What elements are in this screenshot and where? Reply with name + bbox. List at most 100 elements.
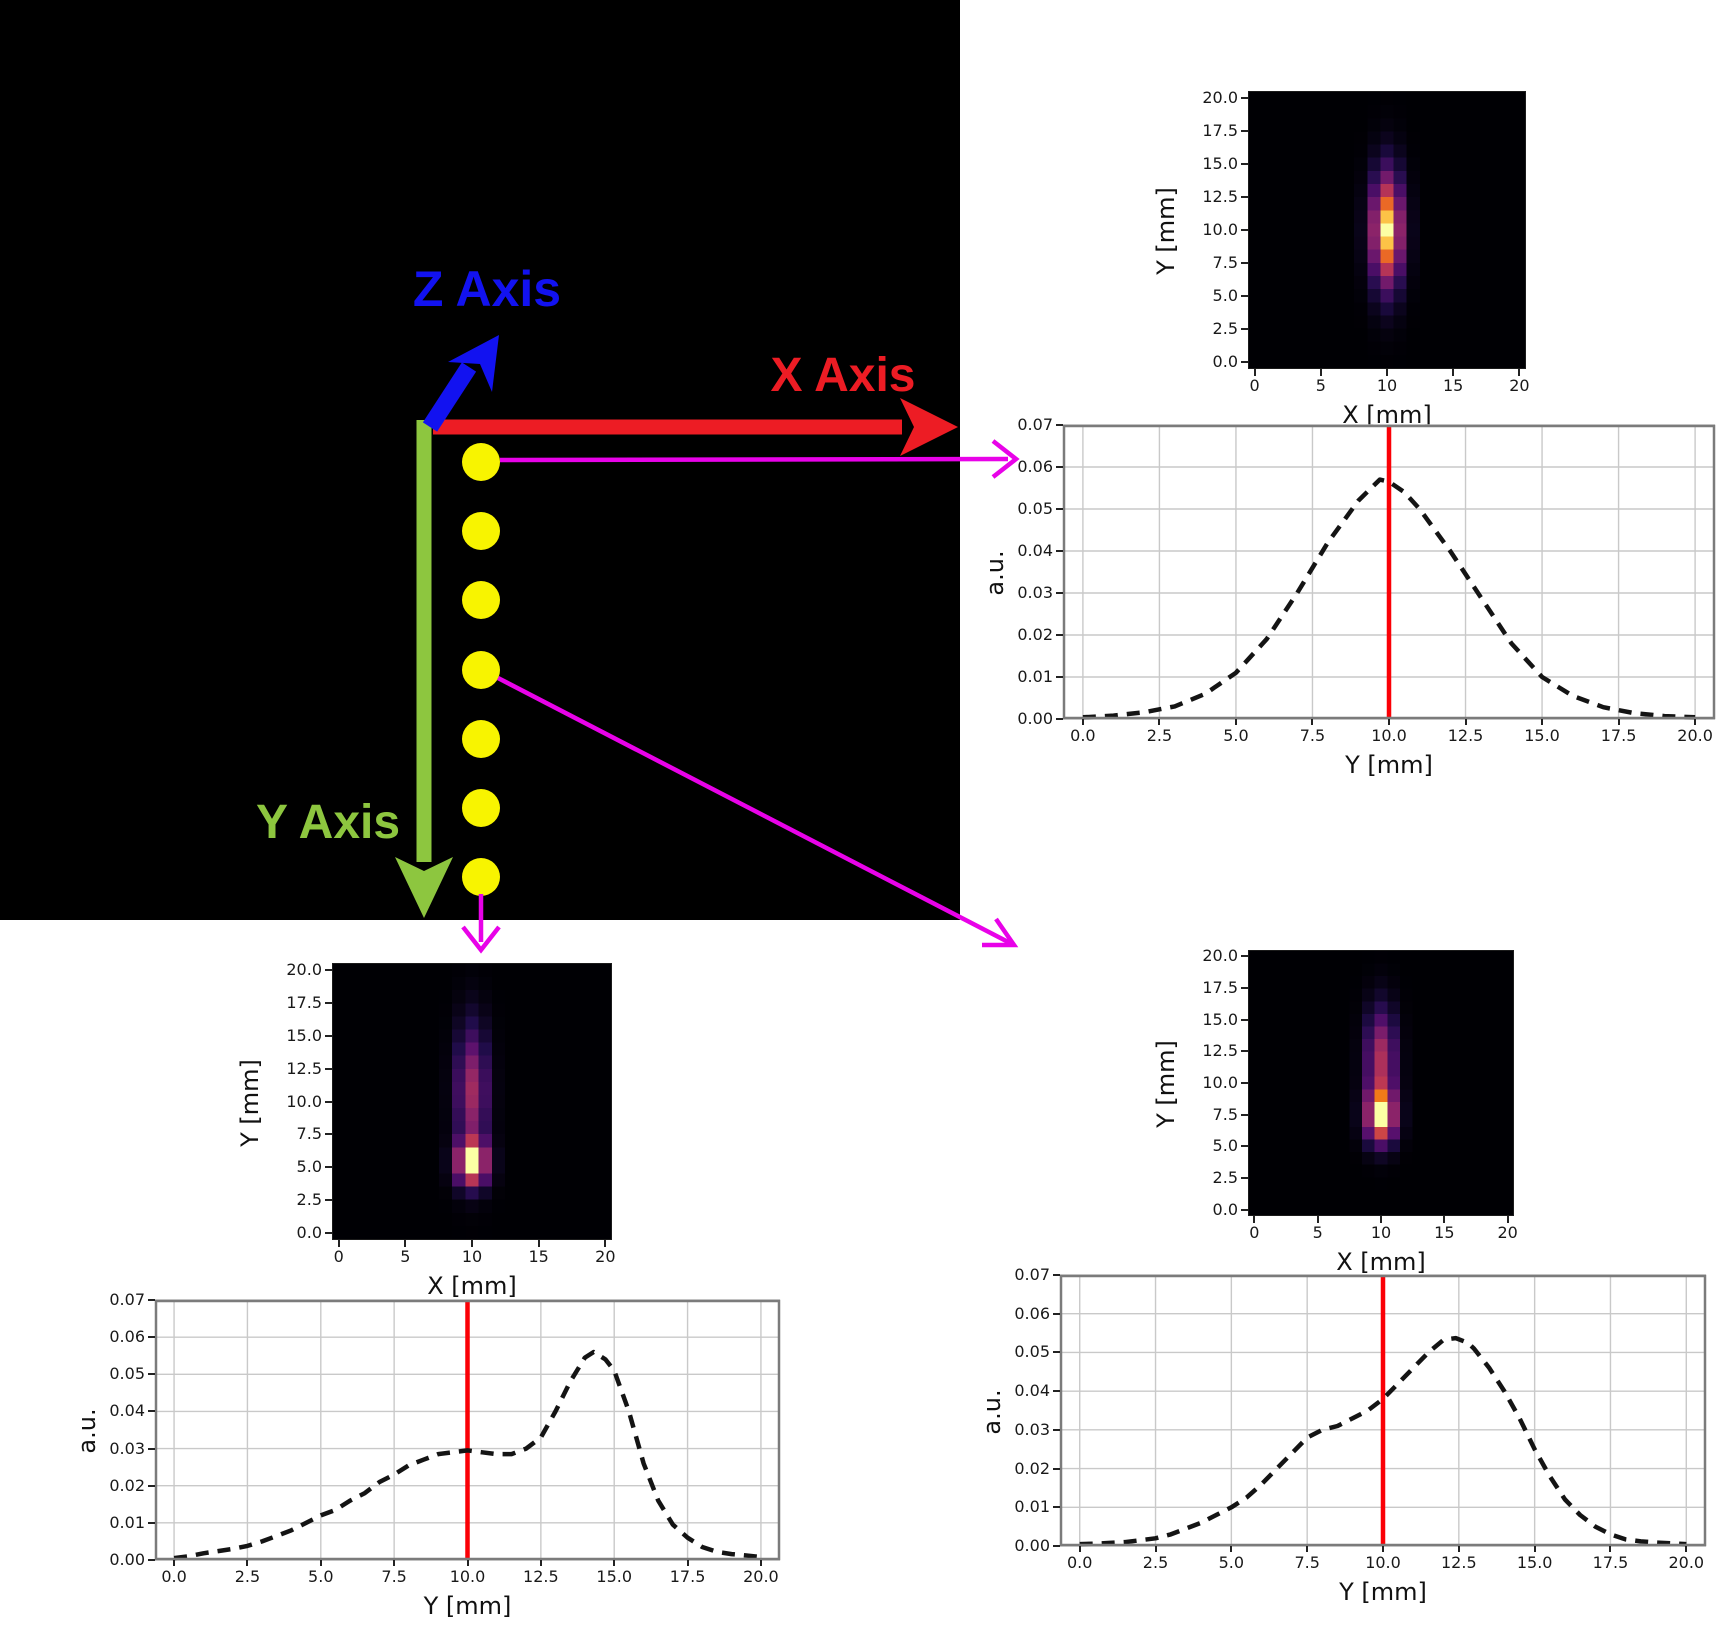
pointer-line-to-bottom-right bbox=[496, 676, 1014, 946]
y-axis-title: a.u. bbox=[978, 1388, 1006, 1435]
y-axis-label: Y Axis bbox=[256, 796, 400, 849]
measurement-dot-4 bbox=[462, 651, 500, 689]
tick-label: 12.5 bbox=[1447, 726, 1484, 745]
tick-label: 0.07 bbox=[109, 1290, 145, 1309]
tick-label: 20.0 bbox=[1202, 946, 1238, 966]
scene-panel: Z Axis X Axis Y Axis bbox=[0, 0, 1020, 954]
tick-label: 17.5 bbox=[1202, 120, 1238, 140]
tick-mark bbox=[1053, 1545, 1060, 1547]
tick-label: 15.0 bbox=[596, 1567, 633, 1586]
tick-mark bbox=[1056, 424, 1063, 426]
tick-mark bbox=[1241, 262, 1248, 265]
tick-label: 7.5 bbox=[296, 1124, 322, 1144]
tick-mark bbox=[148, 1559, 155, 1561]
measurement-dot-1 bbox=[462, 443, 500, 481]
tick-mark bbox=[1053, 1274, 1060, 1276]
y-axis-title: Y [mm] bbox=[1152, 1040, 1180, 1128]
tick-label: 5.0 bbox=[1223, 726, 1249, 745]
tick-mark bbox=[1230, 1546, 1233, 1552]
tick-label: 2.5 bbox=[1212, 1168, 1238, 1187]
tick-mark bbox=[1457, 1546, 1460, 1552]
tick-mark bbox=[325, 1100, 332, 1103]
heatmap-figure-bottom-left: 20.0 17.5 15.0 12.5 10.0 7.5 5.0 2.5 0.0 0 5 10 15 20… bbox=[190, 930, 660, 1312]
tick-label: 0.02 bbox=[1014, 1458, 1050, 1478]
tick-label: 20.0 bbox=[1677, 726, 1713, 745]
y-axis-title: Y [mm] bbox=[1152, 187, 1180, 275]
tick-mark bbox=[1241, 1145, 1248, 1148]
profile-plot-area bbox=[154, 1299, 781, 1561]
z-axis-arrow bbox=[422, 362, 477, 432]
tick-mark bbox=[148, 1336, 155, 1339]
tick-label: 17.5 bbox=[1600, 726, 1637, 745]
tick-label: 0 bbox=[333, 1247, 344, 1266]
tick-label: 20.0 bbox=[1202, 87, 1238, 107]
tick-label: 0.06 bbox=[1014, 1303, 1050, 1323]
tick-mark bbox=[148, 1484, 155, 1487]
tick-mark bbox=[759, 1560, 762, 1566]
tick-mark bbox=[1506, 1216, 1509, 1223]
y-axis-title: a.u. bbox=[73, 1408, 101, 1454]
tick-label: 10 bbox=[461, 1247, 483, 1266]
profile-figure-top-right: 0.0 2.5 5.0 7.5 10.0 12.5 15.0 17.5 20.0 0.07 0.06… bbox=[960, 390, 1718, 779]
tick-label: 5 bbox=[1312, 1223, 1323, 1242]
tick-mark bbox=[148, 1447, 155, 1450]
heatmap-canvas bbox=[1249, 951, 1513, 1215]
tick-mark bbox=[1056, 676, 1063, 678]
tick-mark bbox=[173, 1560, 176, 1566]
tick-label: 20.0 bbox=[743, 1567, 779, 1586]
z-axis-arrowhead bbox=[448, 335, 499, 392]
profile-curve bbox=[1079, 1335, 1687, 1547]
tick-label: 15 bbox=[528, 1247, 549, 1266]
tick-label: 0.0 bbox=[1070, 726, 1096, 745]
tick-mark bbox=[1241, 1208, 1248, 1211]
tick-label: 17.5 bbox=[1202, 978, 1238, 997]
measurement-dot-3 bbox=[462, 581, 500, 619]
tick-mark bbox=[325, 1001, 332, 1004]
tick-label: 0.04 bbox=[109, 1401, 145, 1421]
tick-label: 2.5 bbox=[1146, 726, 1173, 745]
tick-mark bbox=[1382, 1546, 1384, 1552]
tick-label: 0.01 bbox=[1014, 1497, 1050, 1517]
tick-label: 12.5 bbox=[286, 1058, 322, 1078]
tick-mark bbox=[1316, 1216, 1319, 1223]
tick-mark bbox=[1685, 1546, 1688, 1552]
tick-mark bbox=[1311, 719, 1314, 725]
tick-label: 0.04 bbox=[1017, 541, 1053, 560]
tick-mark bbox=[1380, 1216, 1382, 1223]
tick-label: 17.5 bbox=[286, 992, 322, 1012]
tick-mark bbox=[1253, 369, 1256, 376]
heatmap-plot-area bbox=[1248, 91, 1526, 369]
tick-mark bbox=[325, 1199, 332, 1202]
tick-mark bbox=[1386, 369, 1388, 376]
tick-label: 20.0 bbox=[1668, 1553, 1705, 1572]
tick-label: 0.03 bbox=[109, 1438, 145, 1458]
tick-label: 0.07 bbox=[1014, 1265, 1050, 1284]
tick-mark bbox=[1464, 719, 1467, 725]
tick-label: 2.5 bbox=[1212, 319, 1238, 339]
y-axis-title: a.u. bbox=[981, 550, 1009, 596]
tick-label: 0.0 bbox=[296, 1223, 322, 1243]
tick-mark bbox=[1319, 369, 1322, 376]
tick-label: 10 bbox=[1370, 1223, 1392, 1242]
heatmap-figure-top-right: 20.0 17.5 15.0 12.5 10.0 7.5 5.0 2.5 0.0 0 5 10 15 20… bbox=[1130, 60, 1570, 438]
heatmap-canvas bbox=[1249, 92, 1525, 368]
tick-mark bbox=[1053, 1428, 1060, 1431]
tick-mark bbox=[1056, 592, 1063, 594]
tick-mark bbox=[1241, 295, 1248, 298]
tick-mark bbox=[1056, 508, 1063, 510]
measurement-dot-2 bbox=[462, 512, 500, 550]
tick-label: 20 bbox=[595, 1247, 616, 1266]
tick-label: 10.0 bbox=[449, 1567, 486, 1586]
tick-label: 12.5 bbox=[1441, 1553, 1477, 1572]
tick-label: 17.5 bbox=[1592, 1553, 1629, 1572]
tick-mark bbox=[1241, 1113, 1248, 1116]
heatmap-plot-area bbox=[332, 963, 612, 1240]
tick-mark bbox=[1056, 634, 1063, 636]
y-axis-title: Y [mm] bbox=[236, 1058, 264, 1147]
tick-label: 15.0 bbox=[1202, 153, 1238, 173]
profile-figure-bottom-left: 0.0 2.5 5.0 7.5 10.0 12.5 15.0 17.5 20.0 0.07 0.06… bbox=[60, 1265, 830, 1623]
measurement-dot-5 bbox=[462, 720, 500, 758]
tick-mark bbox=[1452, 369, 1455, 376]
tick-mark bbox=[148, 1521, 155, 1524]
tick-mark bbox=[1081, 719, 1084, 725]
